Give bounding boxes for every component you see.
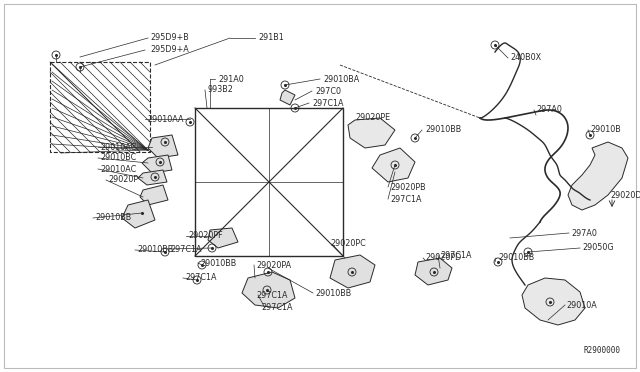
Text: 291B1: 291B1 (258, 33, 284, 42)
Text: 297A0: 297A0 (571, 228, 597, 237)
Text: 297C1A: 297C1A (390, 195, 422, 203)
Text: 29020PE: 29020PE (355, 112, 390, 122)
Text: 29020P: 29020P (108, 176, 138, 185)
Text: 295D9+A: 295D9+A (150, 45, 189, 55)
Text: 29010BC: 29010BC (100, 154, 136, 163)
Text: 29010BA: 29010BA (323, 74, 359, 83)
Polygon shape (208, 228, 238, 248)
Text: 29010AC: 29010AC (100, 142, 136, 151)
Text: 29020PF: 29020PF (188, 231, 223, 241)
Text: 29010BB: 29010BB (95, 214, 131, 222)
Text: 29010AC: 29010AC (100, 164, 136, 173)
Polygon shape (415, 258, 452, 285)
Polygon shape (140, 185, 168, 205)
Text: 29010BB: 29010BB (498, 253, 534, 263)
Polygon shape (148, 135, 178, 158)
Text: 29010BB: 29010BB (200, 259, 236, 267)
Text: 29020PC: 29020PC (330, 240, 365, 248)
Polygon shape (142, 155, 172, 173)
Text: 29020D: 29020D (610, 190, 640, 199)
Text: 29010AA: 29010AA (147, 115, 184, 124)
Text: 297C1A: 297C1A (440, 250, 472, 260)
Text: R2900000: R2900000 (583, 346, 620, 355)
Polygon shape (122, 200, 155, 228)
Polygon shape (522, 278, 585, 325)
Text: 240B0X: 240B0X (510, 54, 541, 62)
Polygon shape (138, 170, 167, 185)
Polygon shape (568, 142, 628, 210)
Text: 29050G: 29050G (582, 244, 614, 253)
Polygon shape (280, 90, 295, 105)
Text: 297C1A: 297C1A (185, 273, 216, 282)
Text: 993B2: 993B2 (207, 86, 233, 94)
Text: 297C0: 297C0 (315, 87, 341, 96)
Text: 29010BB: 29010BB (315, 289, 351, 298)
Text: 291A0: 291A0 (218, 74, 244, 83)
Text: 29010B: 29010B (590, 125, 621, 135)
Bar (195, 108, 343, 256)
Text: 297A0: 297A0 (536, 106, 562, 115)
Text: 297C1A: 297C1A (261, 304, 292, 312)
Polygon shape (372, 148, 415, 182)
Text: 29010A: 29010A (566, 301, 596, 310)
Text: 29010BB: 29010BB (425, 125, 461, 135)
Polygon shape (242, 272, 295, 308)
Text: 297C1A: 297C1A (312, 99, 344, 108)
Text: 29020PB: 29020PB (390, 183, 426, 192)
Text: 29010BB: 29010BB (137, 246, 173, 254)
Text: 295D9+B: 295D9+B (150, 33, 189, 42)
Bar (50, 62, 150, 152)
Polygon shape (348, 118, 395, 148)
Polygon shape (330, 255, 375, 288)
Text: 297C1A: 297C1A (170, 244, 202, 253)
Text: 29020PA: 29020PA (256, 260, 291, 269)
Text: 297C1A: 297C1A (256, 291, 287, 299)
Text: 29020PD: 29020PD (425, 253, 461, 263)
